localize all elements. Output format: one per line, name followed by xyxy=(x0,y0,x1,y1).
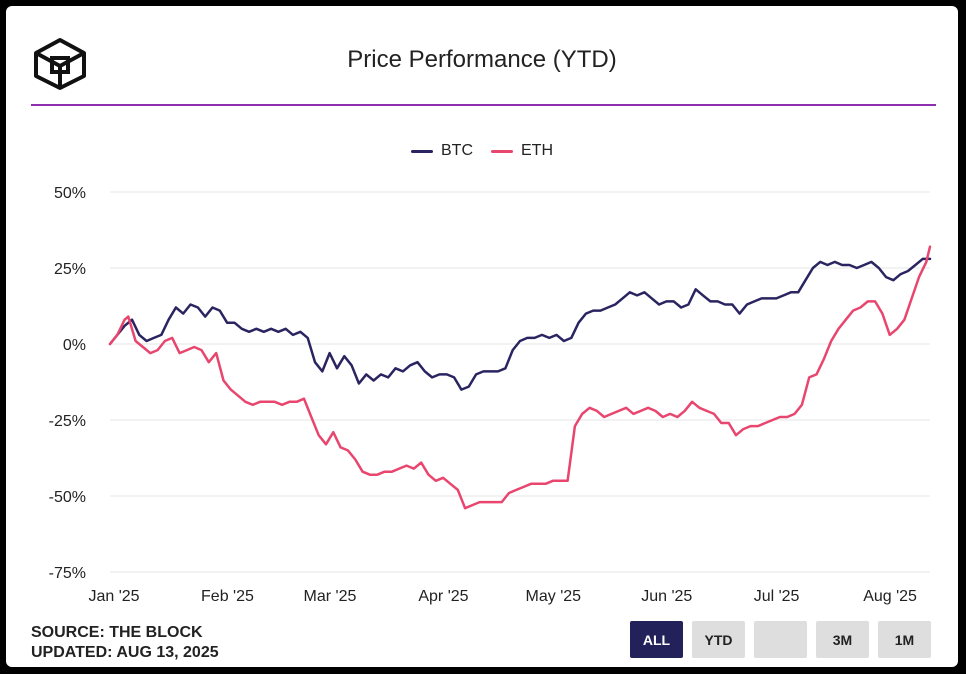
legend-swatch-btc xyxy=(411,149,433,153)
y-tick-label: -25% xyxy=(49,413,86,430)
y-tick-label: 0% xyxy=(63,337,86,354)
chart-title: Price Performance (YTD) xyxy=(347,46,617,73)
y-tick-label: -75% xyxy=(49,565,86,582)
legend-label-btc: BTC xyxy=(441,142,473,159)
x-tick-label: Apr '25 xyxy=(418,588,468,605)
range-button-blank[interactable] xyxy=(754,621,807,658)
x-tick-label: Jan '25 xyxy=(88,588,139,605)
x-tick-label: Jun '25 xyxy=(641,588,692,605)
legend-item-btc[interactable]: BTC xyxy=(411,142,473,160)
y-tick-label: -50% xyxy=(49,489,86,506)
x-tick-label: Jul '25 xyxy=(754,588,800,605)
x-tick-label: May '25 xyxy=(526,588,582,605)
header-divider xyxy=(31,104,936,106)
legend-label-eth: ETH xyxy=(521,142,553,159)
series-line-btc xyxy=(108,257,932,391)
y-tick-label: 50% xyxy=(54,185,86,202)
series-line-eth xyxy=(108,245,932,510)
legend-item-eth[interactable]: ETH xyxy=(491,142,553,160)
x-tick-label: Feb '25 xyxy=(201,588,254,605)
legend: BTC ETH xyxy=(6,142,958,160)
range-button-1m[interactable]: 1M xyxy=(878,621,931,658)
source-note: SOURCE: THE BLOCK UPDATED: AUG 13, 2025 xyxy=(31,623,219,663)
source-line: SOURCE: THE BLOCK xyxy=(31,624,203,641)
y-tick-label: 25% xyxy=(54,261,86,278)
line-chart: 50% 25% 0% -25% -50% -75%Jan '25 Feb '25 Mar '2… xyxy=(49,185,932,605)
range-button-all[interactable]: ALL xyxy=(630,621,683,658)
range-button-ytd[interactable]: YTD xyxy=(692,621,745,658)
range-buttons: ALL YTD 3M 1M xyxy=(630,621,931,658)
x-tick-label: Mar '25 xyxy=(304,588,357,605)
chart-card: Price Performance (YTD) BTC ETH 50% 25% 0%… xyxy=(6,6,958,667)
x-tick-label: Aug '25 xyxy=(863,588,917,605)
range-button-3m[interactable]: 3M xyxy=(816,621,869,658)
legend-swatch-eth xyxy=(491,149,513,153)
updated-line: UPDATED: AUG 13, 2025 xyxy=(31,644,219,661)
the-block-logo-icon xyxy=(34,38,86,90)
